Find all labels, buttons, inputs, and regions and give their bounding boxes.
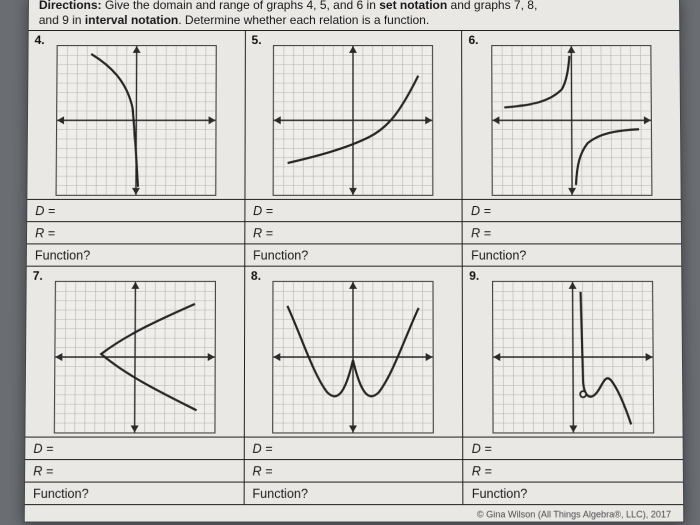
plot-4 xyxy=(55,45,216,196)
directions-block: Directions: Give the domain and range of… xyxy=(29,0,680,31)
range-row-9: R = xyxy=(464,460,683,483)
function-row-6: Function? xyxy=(463,244,681,266)
range-row-6: R = xyxy=(463,222,681,244)
worksheet-sheet: Directions: Give the domain and range of… xyxy=(24,0,685,523)
domain-row-4: D = xyxy=(27,200,244,222)
directions-label: Directions: xyxy=(39,0,102,12)
plot-svg-4 xyxy=(56,46,215,195)
function-row-4: Function? xyxy=(27,244,244,266)
plot-svg-7 xyxy=(55,281,215,432)
directions-bold-1: set notation xyxy=(379,0,447,12)
function-row-5: Function? xyxy=(245,244,462,266)
range-row-5: R = xyxy=(245,222,462,244)
range-row-7: R = xyxy=(25,460,243,483)
domain-row-9: D = xyxy=(464,438,683,460)
col-5: 5. D = R = Function? xyxy=(245,31,463,267)
plot-8 xyxy=(273,280,435,433)
directions-text-2b: . Determine whether each relation is a f… xyxy=(178,13,429,27)
cell-graph-5: 5. xyxy=(245,31,462,200)
col-4: 4. D = R = Function? xyxy=(27,31,246,267)
range-row-4: R = xyxy=(27,222,244,244)
plot-svg-6 xyxy=(492,46,651,195)
domain-row-6: D = xyxy=(463,200,681,222)
function-row-9: Function? xyxy=(464,483,683,506)
directions-text-1a: Give the domain and range of graphs 4, 5… xyxy=(102,0,380,12)
copyright-text: © Gina Wilson (All Things Algebra®, LLC)… xyxy=(477,509,671,519)
col-8: 8. D = R = Function? xyxy=(244,267,463,505)
cell-graph-9: 9. xyxy=(463,267,683,438)
col-6: 6. D = R = Function? xyxy=(462,31,681,267)
cell-number-5: 5. xyxy=(252,33,262,47)
plot-svg-9 xyxy=(493,281,653,432)
plot-svg-5 xyxy=(274,46,433,195)
cell-number-9: 9. xyxy=(469,269,479,283)
cell-graph-4: 4. xyxy=(27,31,244,200)
cell-graph-8: 8. xyxy=(244,267,462,438)
domain-row-5: D = xyxy=(245,200,462,222)
range-row-8: R = xyxy=(244,460,462,483)
plot-9 xyxy=(492,280,654,433)
cell-number-8: 8. xyxy=(251,269,261,283)
col-7: 7. D = R = Function? xyxy=(25,267,245,505)
function-row-8: Function? xyxy=(244,483,462,506)
directions-text-1b: and graphs 7, 8, xyxy=(447,0,537,12)
row-graphs-1: 4. D = R = Function? 5. D = R = Function… xyxy=(27,31,681,267)
directions-bold-2: interval notation xyxy=(85,13,178,27)
domain-row-8: D = xyxy=(244,438,462,460)
plot-5 xyxy=(273,45,434,196)
directions-text-2a: and 9 in xyxy=(39,13,85,27)
plot-7 xyxy=(54,280,216,433)
function-row-7: Function? xyxy=(25,483,243,506)
domain-row-7: D = xyxy=(25,438,243,460)
col-9: 9. D = R = Function? xyxy=(463,267,683,505)
plot-svg-8 xyxy=(274,281,434,432)
plot-6 xyxy=(491,45,652,196)
cell-graph-7: 7. xyxy=(25,267,244,438)
cell-number-7: 7. xyxy=(33,269,43,283)
row-graphs-2: 7. D = R = Function? 8. D = R = Function… xyxy=(25,267,683,505)
cell-graph-6: 6. xyxy=(462,31,680,200)
cell-number-6: 6. xyxy=(468,33,478,47)
cell-number-4: 4. xyxy=(35,33,45,47)
